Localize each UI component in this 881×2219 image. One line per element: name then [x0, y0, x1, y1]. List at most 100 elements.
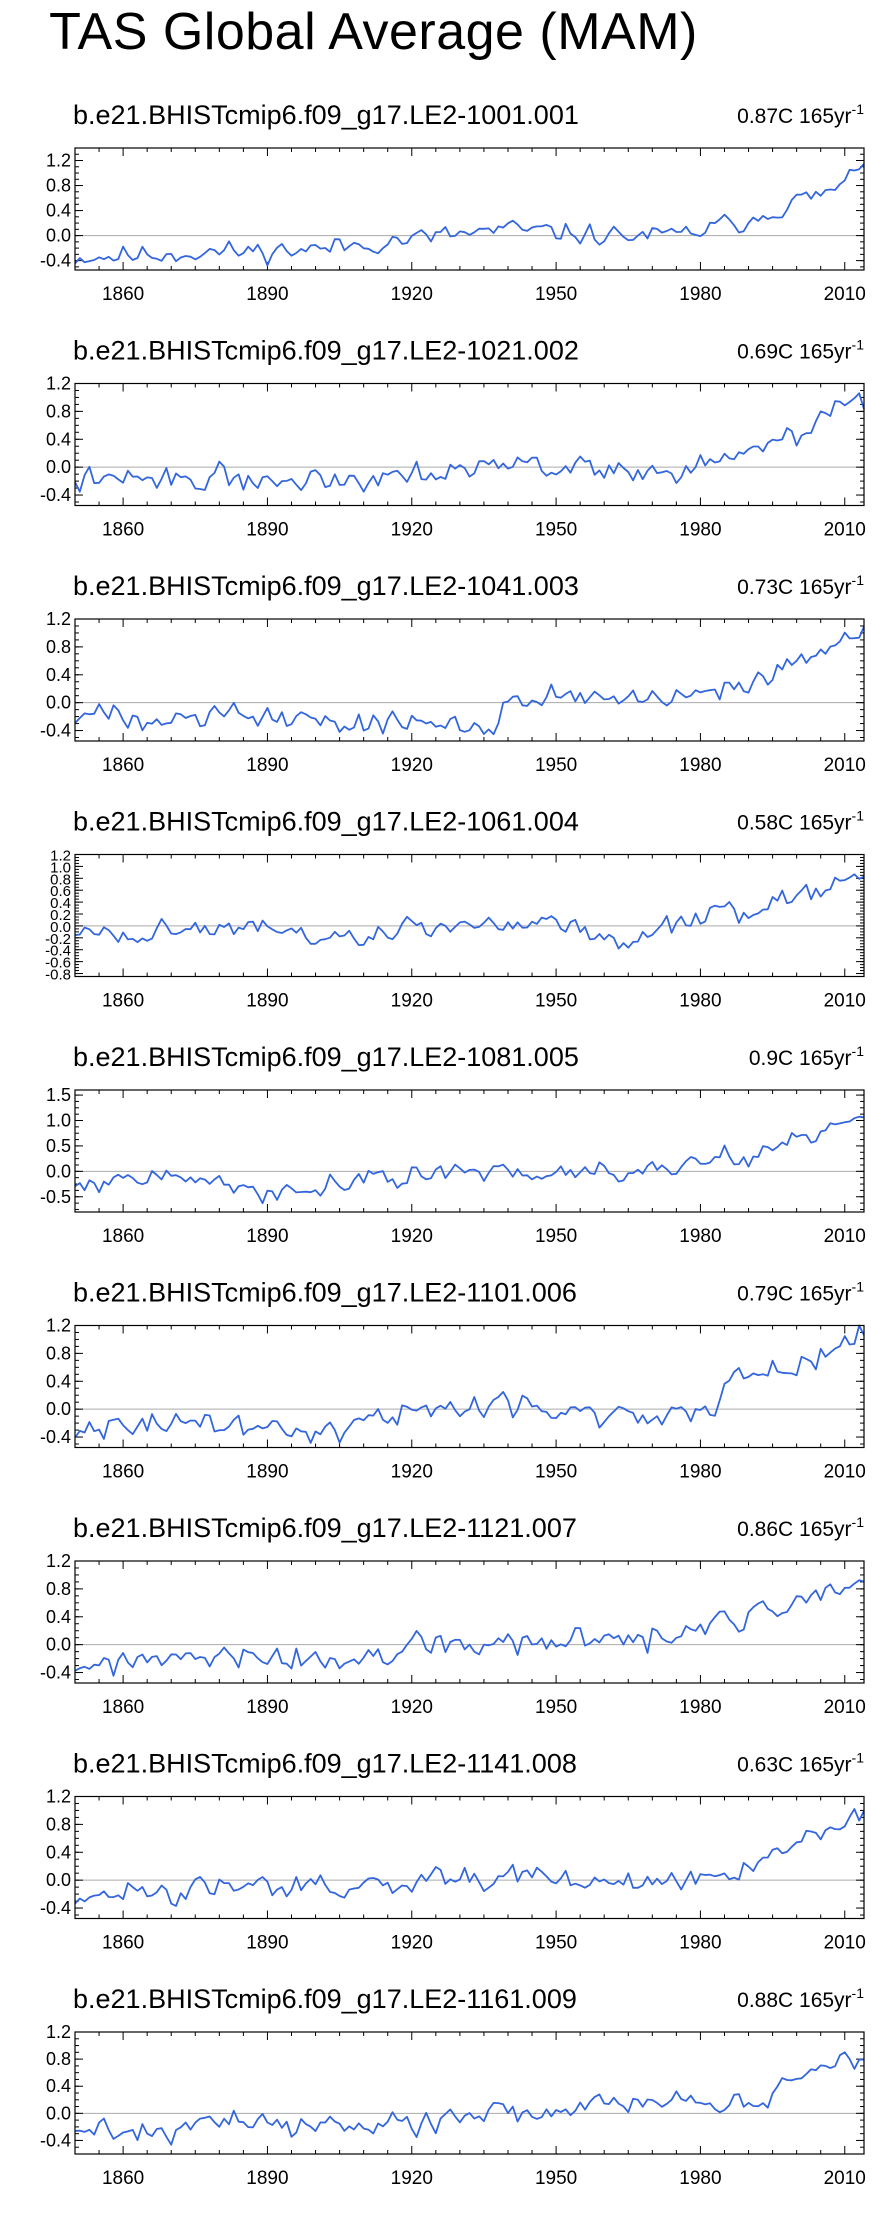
x-tick-label: 2010 [824, 755, 866, 776]
x-tick-label: 1950 [535, 1462, 577, 1483]
y-tick-label: 0.4 [46, 665, 71, 685]
plot-frame [74, 2031, 865, 2155]
trend-unit: 165yr [799, 1518, 852, 1541]
x-tick-label: 1860 [102, 1226, 144, 1247]
y-tick-label: -0.5 [40, 1187, 71, 1207]
x-tick-label: 1950 [535, 520, 577, 541]
x-tick-label: 1980 [679, 1933, 721, 1954]
x-tick-label: 1890 [246, 520, 288, 541]
y-tick-label: 0.8 [46, 1814, 71, 1834]
y-tick-label: 1.2 [46, 609, 71, 629]
y-tick-label: 0.4 [50, 895, 71, 912]
x-tick-label: 1890 [246, 284, 288, 305]
y-tick-label: 1.2 [46, 1551, 71, 1571]
x-tick-label: 1920 [391, 1933, 433, 1954]
y-tick-label: 1.2 [46, 151, 71, 171]
y-tick-label: 0.4 [46, 1607, 71, 1627]
y-tick-label: 0.0 [46, 1635, 71, 1655]
x-tick-label: 1890 [246, 755, 288, 776]
x-tick-label: 1950 [535, 1226, 577, 1247]
x-tick-label: 2010 [824, 1462, 866, 1483]
y-tick-label: 1.0 [46, 1111, 71, 1131]
trend-label: 0.73C 165yr-1 [737, 572, 864, 599]
chart-panel-5: b.e21.BHISTcmip6.f09_g17.LE2-1081.005 0.9… [40, 1042, 866, 1247]
x-tick-label: 1980 [679, 520, 721, 541]
trend-label: 0.9C 165yr-1 [749, 1043, 864, 1070]
y-tick-label: 0.8 [46, 1579, 71, 1599]
y-tick-label: 0.4 [46, 429, 71, 449]
y-tick-label: -0.4 [40, 1427, 71, 1447]
x-tick-label: 1980 [679, 284, 721, 305]
y-tick-label: 1.2 [46, 2022, 71, 2042]
y-tick-label: 1.5 [46, 1085, 71, 1105]
series-line [74, 163, 865, 267]
panel-title: b.e21.BHISTcmip6.f09_g17.LE2-1041.003 [73, 571, 579, 601]
y-tick-label: 0.8 [46, 637, 71, 657]
x-tick-label: 1980 [679, 1226, 721, 1247]
x-tick-label: 1860 [102, 1462, 144, 1483]
x-tick-label: 2010 [824, 1933, 866, 1954]
x-tick-label: 1920 [391, 284, 433, 305]
trend-value: 0.9C [749, 1047, 799, 1070]
plot-frame [74, 1324, 865, 1449]
trend-exponent: -1 [852, 1514, 865, 1530]
chart-panel-1: b.e21.BHISTcmip6.f09_g17.LE2-1001.001 0.8… [40, 100, 866, 305]
x-tick-label: 1860 [102, 1933, 144, 1954]
trend-value: 0.69C [737, 341, 799, 364]
y-tick-label: 1.2 [46, 1316, 71, 1336]
trend-unit: 165yr [799, 812, 852, 835]
trend-exponent: -1 [852, 808, 865, 824]
x-tick-label: 1890 [246, 1462, 288, 1483]
x-tick-label: 1950 [535, 1933, 577, 1954]
y-tick-label: -0.8 [45, 967, 71, 984]
x-tick-label: 1980 [679, 1462, 721, 1483]
chart-panel-7: b.e21.BHISTcmip6.f09_g17.LE2-1121.007 0.8… [40, 1513, 866, 1718]
trend-value: 0.73C [737, 576, 799, 599]
y-tick-label: 1.2 [46, 374, 71, 394]
x-tick-label: 1860 [102, 991, 144, 1012]
series-line [74, 873, 865, 950]
x-tick-label: 1860 [102, 520, 144, 541]
trend-exponent: -1 [852, 1985, 865, 2001]
page-title: TAS Global Average (MAM) [49, 3, 698, 61]
y-tick-label: 0.0 [46, 1161, 71, 1181]
x-tick-label: 1980 [679, 991, 721, 1012]
trend-exponent: -1 [852, 572, 865, 588]
y-tick-label: 0.0 [46, 1399, 71, 1419]
plot-frame [74, 1560, 865, 1684]
y-tick-label: -0.4 [40, 1898, 71, 1918]
x-tick-label: 2010 [824, 284, 866, 305]
x-tick-label: 1860 [102, 2168, 144, 2189]
y-tick-label: 0.0 [46, 2103, 71, 2123]
trend-value: 0.58C [737, 812, 799, 835]
panel-title: b.e21.BHISTcmip6.f09_g17.LE2-1121.007 [73, 1513, 577, 1543]
y-tick-label: 0.8 [46, 2049, 71, 2069]
x-tick-label: 1980 [679, 1697, 721, 1718]
x-tick-label: 1950 [535, 1697, 577, 1718]
panel-title: b.e21.BHISTcmip6.f09_g17.LE2-1101.006 [73, 1278, 577, 1308]
y-tick-label: 0.2 [50, 907, 71, 924]
y-tick-label: 0.0 [46, 457, 71, 477]
plot-frame [74, 382, 865, 507]
y-tick-label: -0.4 [40, 1663, 71, 1683]
x-tick-label: 1920 [391, 755, 433, 776]
y-tick-label: 0.0 [46, 693, 71, 713]
trend-exponent: -1 [852, 101, 865, 117]
y-tick-label: 0.4 [46, 1371, 71, 1391]
y-tick-label: 0.4 [46, 2076, 71, 2096]
y-tick-label: 0.8 [46, 176, 71, 196]
trend-exponent: -1 [852, 1043, 865, 1059]
trend-exponent: -1 [852, 1279, 865, 1295]
chart-panel-6: b.e21.BHISTcmip6.f09_g17.LE2-1101.006 0.7… [40, 1278, 866, 1483]
trend-value: 0.88C [737, 1989, 799, 2012]
x-tick-label: 1980 [679, 2168, 721, 2189]
y-tick-label: 1.0 [50, 859, 71, 876]
y-tick-label: 0.4 [46, 201, 71, 221]
series-line [74, 392, 865, 493]
x-tick-label: 2010 [824, 1697, 866, 1718]
y-tick-label: 0.8 [50, 871, 71, 888]
y-tick-label: -0.4 [40, 721, 71, 741]
y-tick-label: -0.4 [40, 251, 71, 271]
plot-frame [74, 853, 865, 978]
x-tick-label: 1950 [535, 2168, 577, 2189]
